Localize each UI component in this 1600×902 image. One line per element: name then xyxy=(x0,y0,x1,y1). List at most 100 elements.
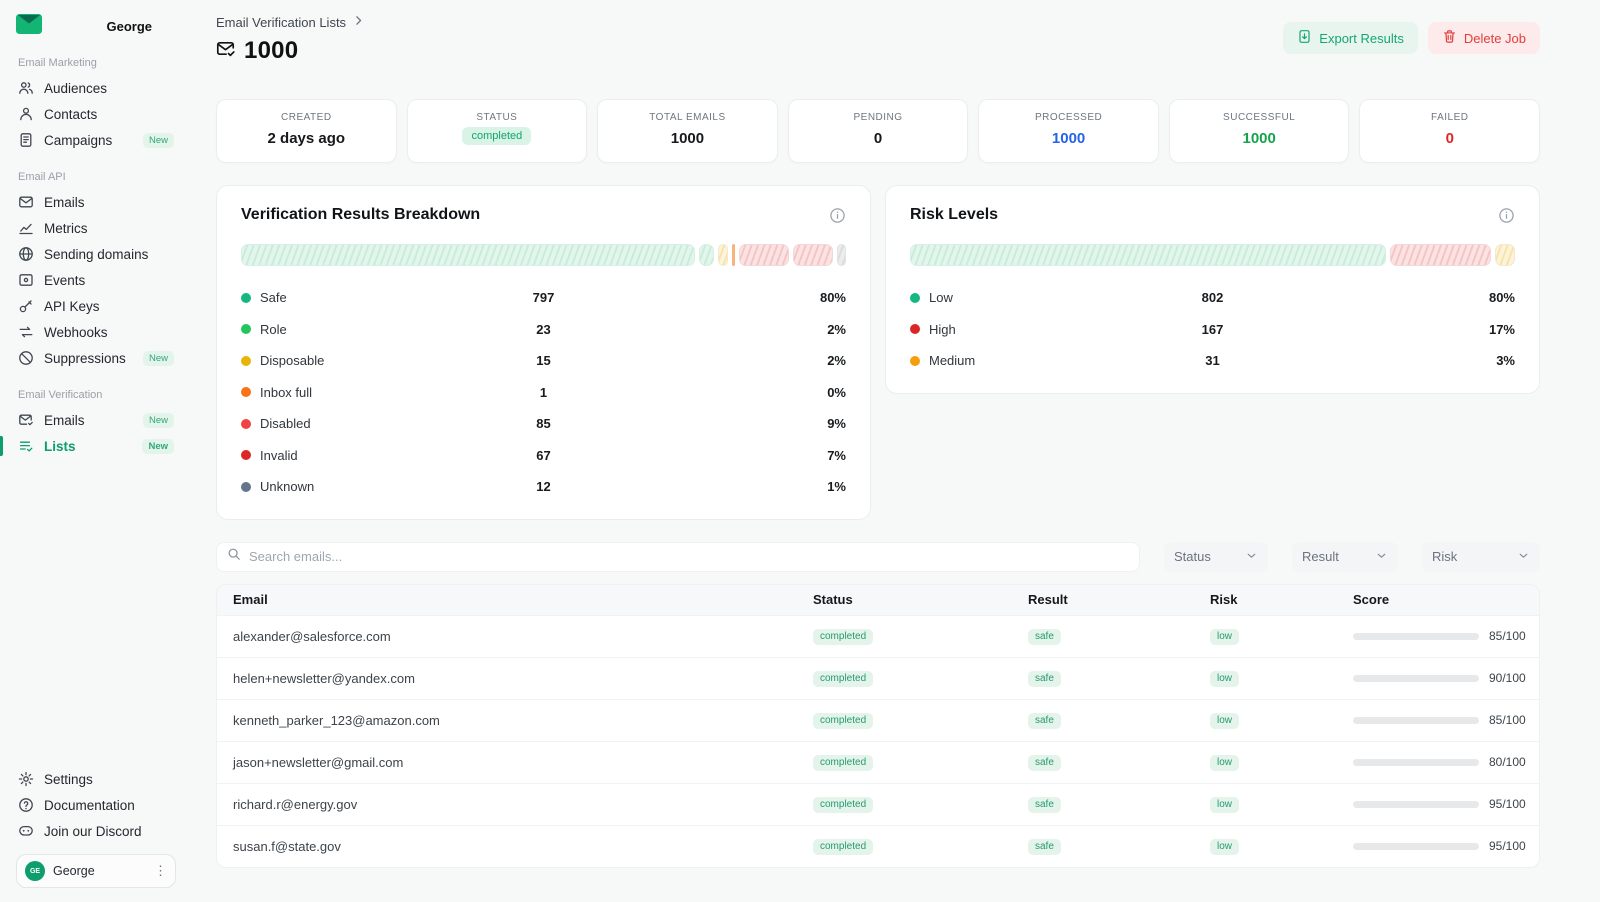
sidebar-item-metrics[interactable]: Metrics xyxy=(16,215,176,241)
column-header-email: Email xyxy=(217,592,813,607)
sidebar-item-label: Contacts xyxy=(44,107,97,122)
app-logo-icon[interactable] xyxy=(16,14,42,39)
sidebar-item-campaigns[interactable]: Campaigns New xyxy=(16,127,176,153)
bar-segment-unknown xyxy=(837,244,846,266)
legend-pct: 7% xyxy=(584,448,847,463)
kebab-menu-icon[interactable]: ⋮ xyxy=(154,863,167,879)
email-cell: jason+newsletter@gmail.com xyxy=(217,755,813,770)
stat-card-status: STATUS completed xyxy=(407,99,588,163)
events-icon xyxy=(18,272,34,288)
legend-dot xyxy=(241,293,251,303)
table-row[interactable]: helen+newsletter@yandex.com completed sa… xyxy=(217,657,1539,699)
envelope-check-icon xyxy=(216,39,235,63)
result-badge: safe xyxy=(1028,839,1061,855)
result-filter-dropdown[interactable]: Result xyxy=(1292,542,1398,572)
legend-count: 15 xyxy=(504,353,584,368)
table-row[interactable]: kenneth_parker_123@amazon.com completed … xyxy=(217,699,1539,741)
legend-dot xyxy=(241,419,251,429)
legend-dot xyxy=(241,450,251,460)
table-row[interactable]: alexander@salesforce.com completed safe … xyxy=(217,615,1539,657)
legend-pct: 1% xyxy=(584,479,847,494)
sidebar-item-documentation[interactable]: Documentation xyxy=(16,792,176,818)
sidebar-item-lists[interactable]: Lists New xyxy=(16,433,176,459)
info-icon[interactable] xyxy=(1498,207,1515,224)
legend-row: Low 802 80% xyxy=(910,282,1515,314)
bar-segment-inbox-full xyxy=(732,244,735,266)
delete-job-button[interactable]: Delete Job xyxy=(1428,22,1540,54)
legend-label: Invalid xyxy=(260,448,298,463)
result-badge: safe xyxy=(1028,755,1061,771)
info-icon[interactable] xyxy=(829,207,846,224)
status-badge: completed xyxy=(813,839,873,855)
search-box[interactable] xyxy=(216,542,1140,572)
user-icon xyxy=(18,106,34,122)
sidebar-item-settings[interactable]: Settings xyxy=(16,766,176,792)
stat-label: STATUS xyxy=(414,112,581,123)
user-menu[interactable]: GE George ⋮ xyxy=(16,854,176,888)
chevron-right-icon xyxy=(352,14,365,30)
risk-filter-dropdown[interactable]: Risk xyxy=(1422,542,1540,572)
legend-dot xyxy=(241,356,251,366)
sidebar-item-suppressions[interactable]: Suppressions New xyxy=(16,345,176,371)
sidebar-item-label: Suppressions xyxy=(44,351,126,366)
legend-label: Unknown xyxy=(260,479,314,494)
sidebar-item-label: API Keys xyxy=(44,299,100,314)
legend-label: Role xyxy=(260,322,287,337)
email-cell: richard.r@energy.gov xyxy=(217,797,813,812)
risk-legend: Low 802 80% High 167 17% Medium 31 3% xyxy=(910,282,1515,377)
status-filter-dropdown[interactable]: Status xyxy=(1164,542,1268,572)
status-badge: completed xyxy=(813,755,873,771)
legend-row: Unknown 12 1% xyxy=(241,471,846,503)
table-row[interactable]: jason+newsletter@gmail.com completed saf… xyxy=(217,741,1539,783)
dropdown-label: Result xyxy=(1302,549,1339,564)
sidebar-item-emails-api[interactable]: Emails xyxy=(16,189,176,215)
bar-segment-role xyxy=(699,244,714,266)
legend-dot xyxy=(241,324,251,334)
discord-icon xyxy=(18,823,34,839)
score-label: 95/100 xyxy=(1489,797,1526,811)
sidebar: George Email Marketing Audiences Contact… xyxy=(0,0,190,902)
panel-title: Risk Levels xyxy=(910,206,998,224)
chevron-down-icon xyxy=(1375,549,1388,565)
sidebar-item-webhooks[interactable]: Webhooks xyxy=(16,319,176,345)
sidebar-item-discord[interactable]: Join our Discord xyxy=(16,818,176,844)
filters-row: Status Result Risk xyxy=(216,542,1540,572)
sidebar-item-emails-verification[interactable]: Emails New xyxy=(16,407,176,433)
result-badge: safe xyxy=(1028,629,1061,645)
export-file-icon xyxy=(1297,29,1312,47)
sidebar-nav: Email Marketing Audiences Contacts Campa… xyxy=(16,39,176,459)
sidebar-item-label: Metrics xyxy=(44,221,88,236)
sidebar-item-label: Emails xyxy=(44,413,85,428)
legend-dot xyxy=(910,324,920,334)
risk-badge: low xyxy=(1210,713,1239,729)
breadcrumb-label[interactable]: Email Verification Lists xyxy=(216,15,346,30)
sidebar-item-audiences[interactable]: Audiences xyxy=(16,75,176,101)
column-header-result: Result xyxy=(1028,592,1210,607)
email-cell: alexander@salesforce.com xyxy=(217,629,813,644)
score-bar xyxy=(1353,801,1479,808)
legend-count: 797 xyxy=(504,290,584,305)
dropdown-label: Status xyxy=(1174,549,1211,564)
sidebar-item-contacts[interactable]: Contacts xyxy=(16,101,176,127)
search-input[interactable] xyxy=(249,549,1129,564)
chevron-down-icon xyxy=(1245,549,1258,565)
status-badge: completed xyxy=(462,127,531,145)
status-badge: completed xyxy=(813,713,873,729)
stats-row: CREATED 2 days ago STATUS completed TOTA… xyxy=(216,99,1540,163)
risk-stacked-bar xyxy=(910,244,1515,266)
table-row[interactable]: richard.r@energy.gov completed safe low … xyxy=(217,783,1539,825)
export-results-button[interactable]: Export Results xyxy=(1283,22,1418,54)
sidebar-item-sending-domains[interactable]: Sending domains xyxy=(16,241,176,267)
sidebar-item-api-keys[interactable]: API Keys xyxy=(16,293,176,319)
table-row[interactable]: susan.f@state.gov completed safe low 95/… xyxy=(217,825,1539,867)
sidebar-item-events[interactable]: Events xyxy=(16,267,176,293)
legend-dot xyxy=(910,356,920,366)
bar-segment-high xyxy=(1390,244,1491,266)
legend-row: Disabled 85 9% xyxy=(241,408,846,440)
stat-label: FAILED xyxy=(1366,112,1533,123)
risk-badge: low xyxy=(1210,629,1239,645)
breadcrumb[interactable]: Email Verification Lists xyxy=(216,14,365,30)
stat-value: 1000 xyxy=(604,130,771,147)
emails-table: Email Status Result Risk Score alexander… xyxy=(216,584,1540,868)
score-cell: 85/100 xyxy=(1353,629,1539,643)
